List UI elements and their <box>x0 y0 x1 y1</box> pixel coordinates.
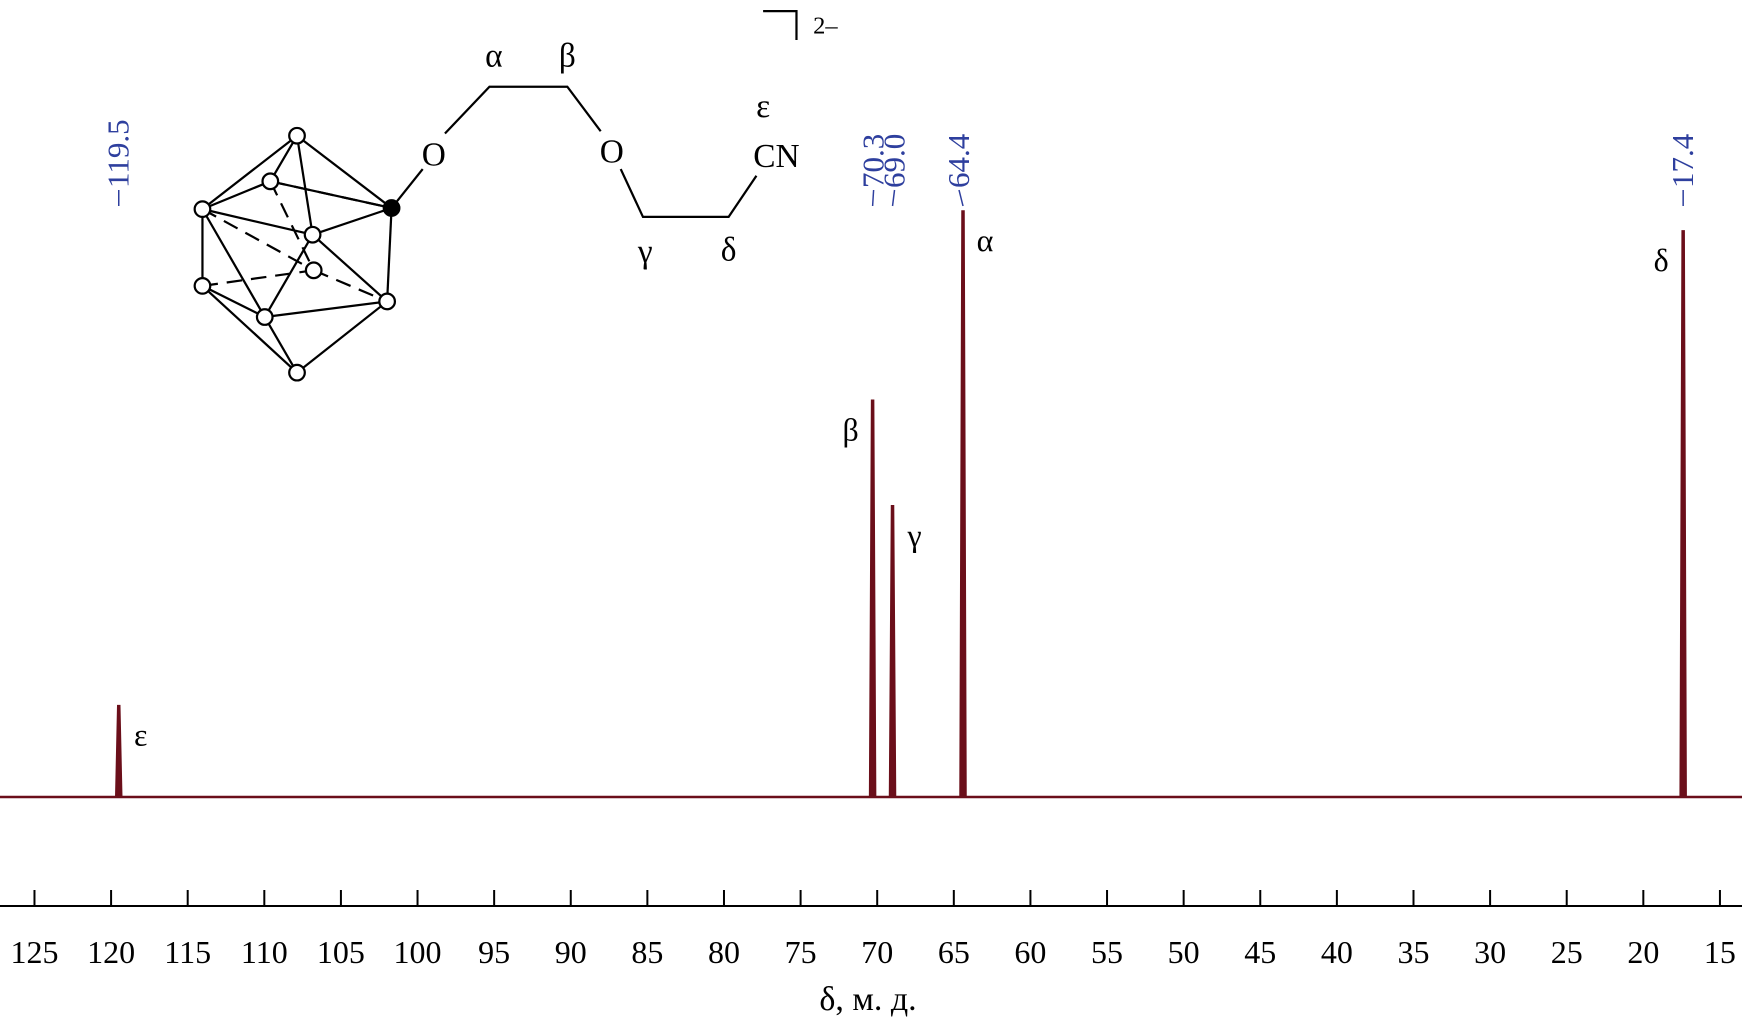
x-tick-label: 100 <box>394 934 442 970</box>
assignment-label: β <box>842 411 858 447</box>
peak <box>114 704 123 798</box>
x-tick-label: 70 <box>861 934 893 970</box>
peak <box>868 399 877 798</box>
x-tick-label: 85 <box>631 934 663 970</box>
x-tick-label: 75 <box>785 934 817 970</box>
x-tick-label: 115 <box>164 934 211 970</box>
peak-label: 119.5 <box>101 119 136 188</box>
atom-label: CN <box>753 138 799 175</box>
x-tick-label: 90 <box>555 934 587 970</box>
peak-label: 17.4 <box>1665 133 1700 188</box>
charge-bracket <box>763 10 798 41</box>
chain <box>444 85 602 135</box>
position-label: δ <box>721 231 737 268</box>
position-label: α <box>485 38 502 75</box>
x-tick-label: 35 <box>1397 934 1429 970</box>
x-axis-label: δ, м. д. <box>819 981 916 1018</box>
x-tick-label: 25 <box>1551 934 1583 970</box>
assignment-label: α <box>977 222 994 258</box>
x-tick-label: 110 <box>241 934 288 970</box>
x-tick-label: 120 <box>87 934 135 970</box>
peak-label-connector <box>871 189 875 207</box>
x-tick-label: 60 <box>1014 934 1046 970</box>
x-tick-label: 45 <box>1244 934 1276 970</box>
x-tick-label: 15 <box>1704 934 1736 970</box>
structure: O O CN α β ε γ δ 2– <box>193 10 838 382</box>
x-tick-label: 50 <box>1168 934 1200 970</box>
atom-label: O <box>422 137 446 174</box>
position-label: ε <box>756 88 770 125</box>
position-label: γ <box>637 234 653 271</box>
cage-edges <box>201 134 393 374</box>
charge-label: 2– <box>813 12 838 39</box>
assignment-label: γ <box>906 517 921 553</box>
peak <box>1679 230 1687 798</box>
x-tick-label: 95 <box>478 934 510 970</box>
x-tick-label: 40 <box>1321 934 1353 970</box>
x-tick-label: 30 <box>1474 934 1506 970</box>
peak-label-connector <box>891 189 896 207</box>
peak-label: 69.0 <box>877 134 912 188</box>
cage-atoms <box>193 126 401 382</box>
peak-label: 70.3 <box>856 134 891 188</box>
chain <box>390 168 424 209</box>
x-tick-label: 105 <box>317 934 365 970</box>
chain <box>619 168 758 219</box>
x-tick-label: 55 <box>1091 934 1123 970</box>
peak-label: 64.4 <box>941 133 976 188</box>
assignment-label: ε <box>134 717 147 753</box>
peak <box>888 505 897 798</box>
peak <box>959 210 967 798</box>
x-tick-label: 20 <box>1627 934 1659 970</box>
x-tick-label: 65 <box>938 934 970 970</box>
peak-label-connector <box>958 189 964 207</box>
x-tick-label: 80 <box>708 934 740 970</box>
x-tick-label: 125 <box>10 934 58 970</box>
atom-label: O <box>600 133 624 170</box>
position-label: β <box>559 38 576 75</box>
assignment-label: δ <box>1654 242 1669 278</box>
